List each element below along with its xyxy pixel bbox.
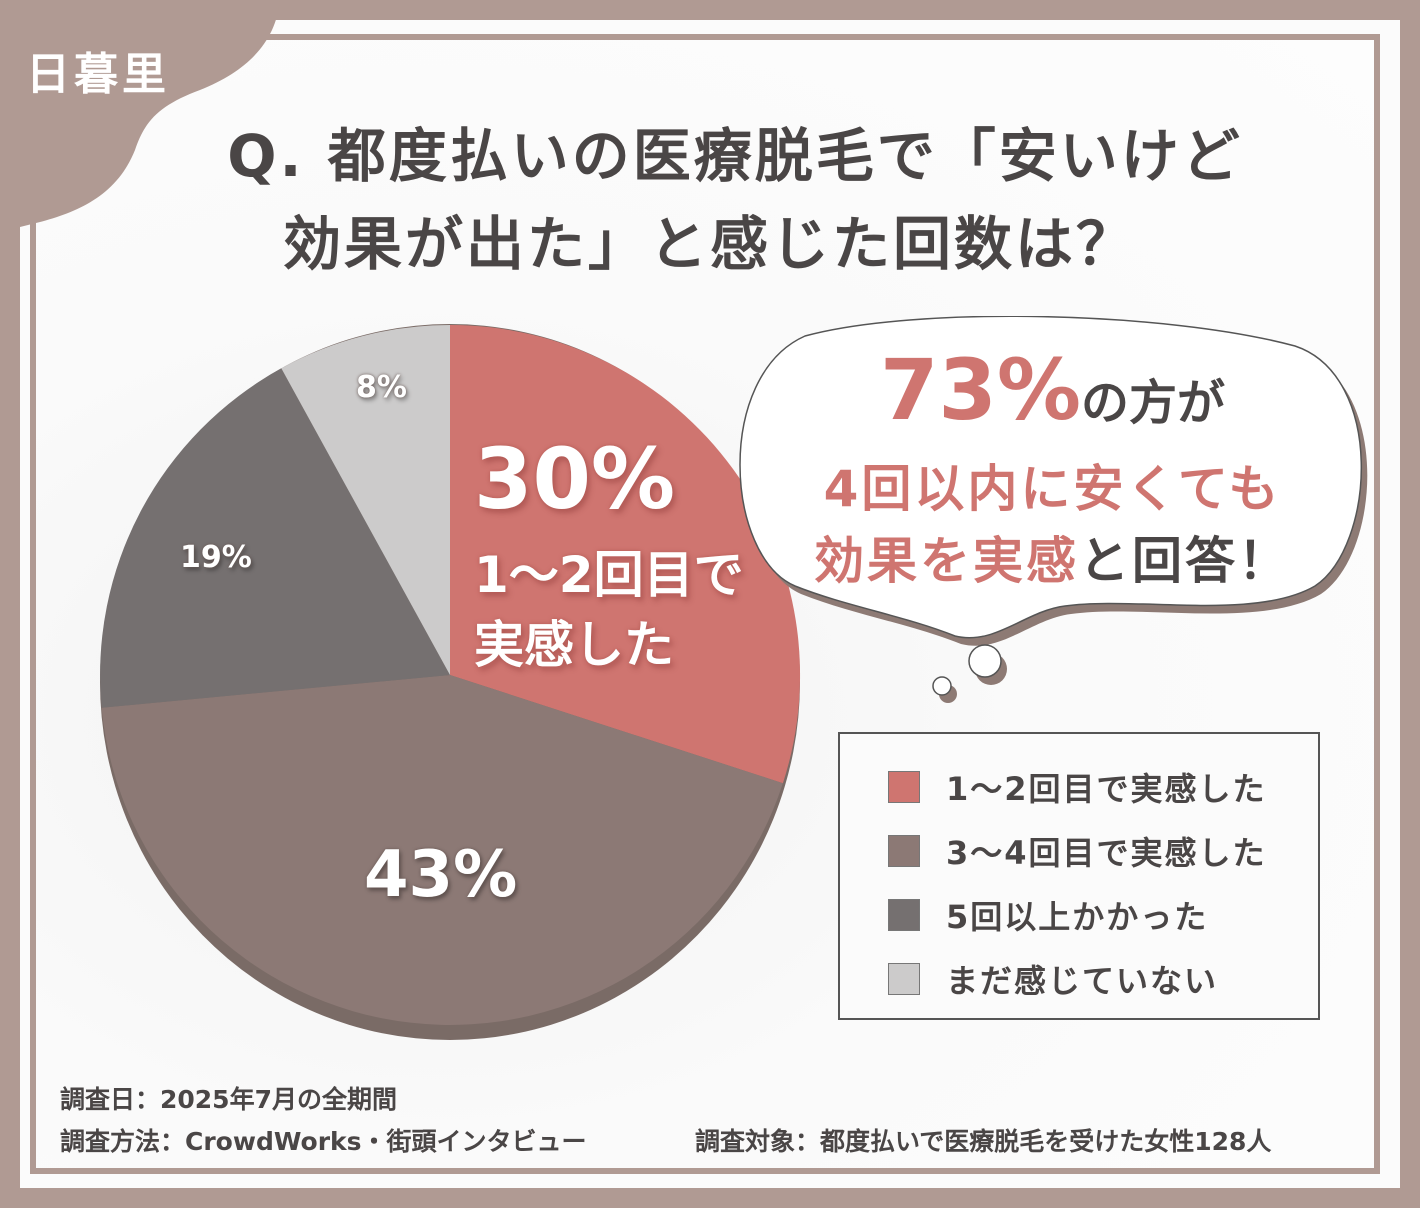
slice-label-8: 8%	[356, 370, 407, 405]
slice-caption-line-1: 1〜2回目で	[474, 546, 744, 604]
survey-date: 調査日：2025年7月の全期間	[60, 1085, 397, 1114]
thought-bubble	[739, 316, 1368, 703]
legend-swatch	[888, 899, 920, 931]
corner-badge-shape	[0, 0, 280, 232]
callout-line-3-highlight: 効果を実感	[814, 532, 1079, 590]
survey-target: 調査対象：都度払いで医療脱毛を受けた女性128人	[695, 1127, 1272, 1156]
slice-caption-line-2: 実感した	[474, 616, 674, 674]
legend-label: 3〜4回目で実感した	[946, 834, 1267, 872]
callout-line-3: 効果を実感と回答！	[735, 525, 1370, 597]
callout-line-3-rest: と回答！	[1079, 532, 1291, 590]
legend-label: 5回以上かかった	[946, 898, 1209, 936]
callout-text: 73%の方が 4回以内に安くても 効果を実感と回答！	[735, 340, 1370, 597]
title-line-2: 効果が出た」と感じた回数は？	[282, 210, 1137, 278]
legend-swatch	[888, 835, 920, 867]
legend-label: 1〜2回目で実感した	[946, 770, 1267, 808]
legend-item: まだ感じていない	[888, 956, 1218, 1002]
legend-label: まだ感じていない	[946, 962, 1219, 1000]
slice-label-19: 19%	[180, 540, 252, 575]
slice-label-30-caption: 1〜2回目で 実感した	[474, 540, 744, 680]
slice-none	[281, 325, 450, 675]
area-badge: 日暮里	[26, 49, 170, 100]
chart-title: Q. 都度払いの医療脱毛で「安いけど 効果が出た」と感じた回数は？	[0, 112, 1420, 288]
legend-swatch	[888, 963, 920, 995]
legend-item: 3〜4回目で実感した	[888, 828, 1267, 874]
legend-swatch	[888, 771, 920, 803]
slice-label-30: 30%	[474, 430, 676, 528]
callout-line-1-rest: の方が	[1081, 375, 1226, 431]
title-line-1: Q. 都度払いの医療脱毛で「安いけど	[227, 122, 1243, 190]
callout-line-2: 4回以内に安くても	[823, 460, 1282, 518]
slice-label-43: 43%	[364, 838, 518, 912]
callout-line-1: 73%の方が	[735, 340, 1370, 453]
slice-5plus	[100, 368, 450, 708]
legend-item: 1〜2回目で実感した	[888, 764, 1267, 810]
slice-1-2	[450, 325, 801, 784]
legend-item: 5回以上かかった	[888, 892, 1208, 938]
callout-percent: 73%	[879, 341, 1082, 439]
slice-3-4	[101, 675, 783, 1025]
pie-chart	[90, 310, 820, 1050]
survey-method: 調査方法：CrowdWorks・街頭インタビュー	[60, 1127, 587, 1156]
legend: 1〜2回目で実感した 3〜4回目で実感した 5回以上かかった まだ感じていない	[838, 732, 1320, 1020]
